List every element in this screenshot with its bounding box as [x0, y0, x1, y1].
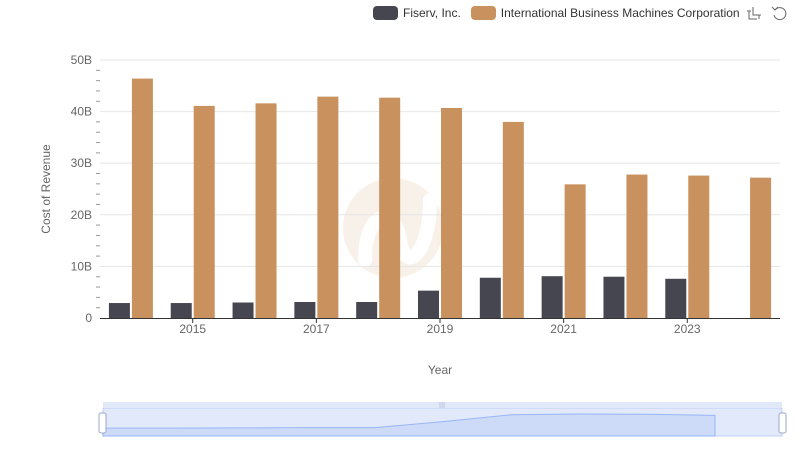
zoom-slider-left-handle[interactable]: [98, 412, 107, 434]
legend-label-ibm: International Business Machines Corporat…: [500, 6, 740, 20]
bar-fiserv[interactable]: [170, 303, 192, 318]
y-minor-ticks: [96, 69, 100, 309]
y-tick-labels: 0 10B 20B 30B 40B 50B: [71, 53, 93, 325]
bars: [108, 78, 772, 319]
y-tick-label: 40B: [71, 105, 92, 119]
bar-ibm[interactable]: [502, 121, 524, 318]
x-tick-label: 2019: [427, 322, 454, 336]
x-tick-label: 2015: [179, 322, 206, 336]
zoom-slider[interactable]: |||: [98, 402, 787, 437]
bar-ibm[interactable]: [564, 184, 586, 318]
bar-fiserv[interactable]: [479, 277, 501, 318]
y-tick-label: 50B: [71, 53, 92, 67]
legend-swatch-fiserv: [373, 6, 398, 20]
zoom-select-icon[interactable]: [747, 5, 763, 21]
bar-ibm[interactable]: [750, 177, 772, 318]
y-tick-label: 0: [85, 311, 92, 325]
y-tick-label: 20B: [71, 208, 92, 222]
y-tick-label: 10B: [71, 259, 92, 273]
x-tick-label: 2017: [303, 322, 330, 336]
legend-item-fiserv[interactable]: Fiserv, Inc.: [373, 6, 461, 20]
x-tick-label: 2021: [550, 322, 577, 336]
bar-ibm[interactable]: [317, 96, 339, 318]
bar-ibm[interactable]: [255, 103, 277, 319]
x-tick-labels: 2015 2017 2019 2021 2023: [179, 318, 701, 336]
bar-ibm[interactable]: [193, 105, 215, 318]
restore-icon[interactable]: [771, 5, 787, 21]
bar-ibm[interactable]: [626, 174, 648, 318]
zoom-slider-grip-icon: |||: [439, 402, 445, 409]
y-tick-label: 30B: [71, 156, 92, 170]
bar-fiserv[interactable]: [541, 276, 563, 318]
bar-fiserv[interactable]: [603, 276, 625, 318]
y-axis-title: Cost of Revenue: [39, 144, 53, 234]
zoom-slider-selection[interactable]: [103, 408, 782, 436]
bar-fiserv[interactable]: [665, 278, 687, 318]
bar-fiserv[interactable]: [108, 303, 130, 318]
legend-item-ibm[interactable]: International Business Machines Corporat…: [470, 6, 740, 20]
x-axis-title: Year: [428, 363, 452, 377]
bar-ibm[interactable]: [131, 78, 153, 319]
bar-fiserv[interactable]: [294, 302, 316, 318]
bar-fiserv[interactable]: [418, 290, 439, 318]
zoom-slider-top-bar[interactable]: [103, 402, 782, 408]
bar-fiserv[interactable]: [232, 302, 254, 318]
bar-ibm[interactable]: [441, 107, 462, 318]
chart-toolbar: [747, 5, 787, 21]
x-tick-label: 2023: [674, 322, 701, 336]
legend-label-fiserv: Fiserv, Inc.: [403, 6, 461, 20]
bar-fiserv[interactable]: [356, 302, 378, 318]
legend-swatch-ibm: [470, 6, 496, 20]
zoom-slider-preview: [102, 413, 716, 437]
legend: Fiserv, Inc. International Business Mach…: [373, 3, 750, 23]
zoom-slider-right-handle[interactable]: [778, 412, 787, 434]
bar-ibm[interactable]: [688, 175, 710, 318]
bar-ibm[interactable]: [379, 97, 401, 318]
